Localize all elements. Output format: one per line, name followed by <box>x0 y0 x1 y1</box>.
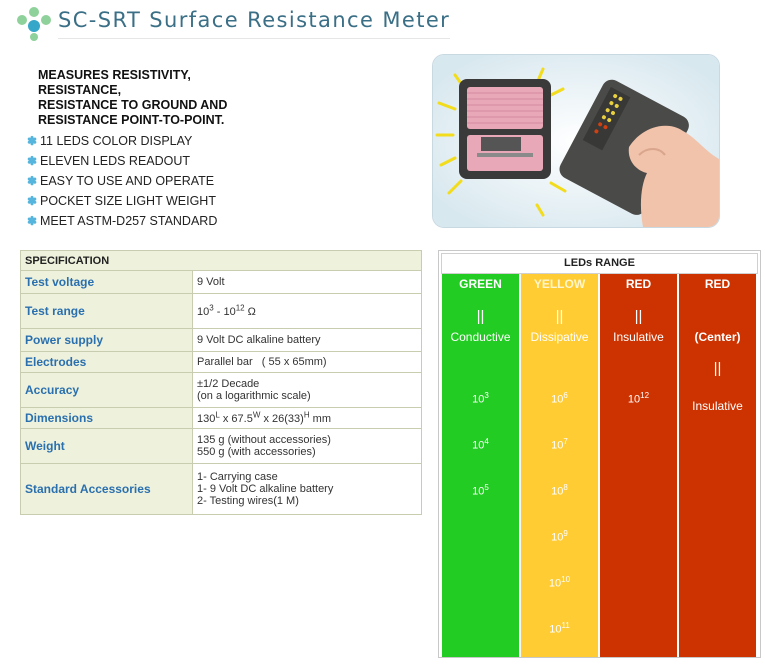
leds-range-panel: LEDs RANGE GREEN || Conductive 103 104 105… <box>438 250 761 658</box>
spec-value-line: 2- Testing wires(1 M) <box>197 495 299 507</box>
led-column-label: Conductive <box>450 330 511 344</box>
spec-value-line: ±1/2 Decade <box>197 378 260 390</box>
snowflake-bullet-icon: ✽ <box>26 174 38 188</box>
snowflake-bullet-icon: ✽ <box>26 154 38 168</box>
spec-row-electrodes: Electrodes Parallel bar ( 55 x 65mm) <box>21 352 421 372</box>
led-range-value: 105 <box>472 483 489 498</box>
intro-line: RESISTANCE POINT-TO-POINT. <box>38 113 225 127</box>
led-column-pipe: || <box>713 360 722 377</box>
feature-label: EASY TO USE AND OPERATE <box>40 174 215 188</box>
spec-value-line: 1- Carrying case <box>197 471 278 483</box>
spec-label: Test range <box>21 294 192 328</box>
feature-item: ✽ 11 LEDS COLOR DISPLAY <box>24 131 217 151</box>
led-range-value: 1012 <box>627 391 650 406</box>
led-column-pipe: || <box>555 308 564 325</box>
led-column-name: RED <box>704 277 731 291</box>
feature-item: ✽ POCKET SIZE LIGHT WEIGHT <box>24 191 217 211</box>
spec-value-line: 135 g (without accessories) <box>197 434 331 446</box>
led-column-name: GREEN <box>459 277 502 291</box>
spec-label: Weight <box>21 429 192 463</box>
spec-row-accuracy: Accuracy ±1/2 Decade (on a logarithmic s… <box>21 373 421 407</box>
led-column-sublabel: Insulative <box>692 399 743 413</box>
spec-row-standard-accessories: Standard Accessories 1- Carrying case 1-… <box>21 464 421 514</box>
led-range-value: 109 <box>551 529 568 544</box>
spec-row-weight: Weight 135 g (without accessories) 550 g… <box>21 429 421 463</box>
spec-heading: SPECIFICATION <box>21 251 421 270</box>
snowflake-bullet-icon: ✽ <box>26 134 38 148</box>
spec-label: Accuracy <box>21 373 192 407</box>
title-divider <box>58 38 450 39</box>
led-range-value: 107 <box>551 437 568 452</box>
spec-row-power-supply: Power supply 9 Volt DC alkaline battery <box>21 329 421 351</box>
spec-row-test-range: Test range 103 - 1012 Ω <box>21 294 421 328</box>
led-column-label: Insulative <box>613 330 664 344</box>
spec-value: 9 Volt <box>193 271 421 293</box>
spec-value: ±1/2 Decade (on a logarithmic scale) <box>193 373 421 407</box>
intro-line: MEASURES RESISTIVITY, <box>38 68 191 82</box>
led-column-label: (Center) <box>694 330 741 344</box>
led-range-value: 108 <box>551 483 568 498</box>
feature-item: ✽ ELEVEN LEDS READOUT <box>24 151 217 171</box>
spec-value-line: 550 g (with accessories) <box>197 446 316 458</box>
spec-value-line: 1- 9 Volt DC alkaline battery <box>197 483 334 495</box>
feature-item: ✽ EASY TO USE AND OPERATE <box>24 171 217 191</box>
spec-value-line: 9 Volt <box>197 276 225 288</box>
spec-label: Test voltage <box>21 271 192 293</box>
spec-value: 135 g (without accessories) 550 g (with … <box>193 429 421 463</box>
product-photo <box>432 54 720 228</box>
led-range-value: 103 <box>472 391 489 406</box>
led-range-value: 106 <box>551 391 568 406</box>
feature-list: ✽ 11 LEDS COLOR DISPLAY ✽ ELEVEN LEDS READ… <box>24 131 217 231</box>
intro-line: RESISTANCE, <box>38 83 122 97</box>
snowflake-bullet-icon: ✽ <box>26 214 38 228</box>
spec-value-line: Parallel bar ( 55 x 65mm) <box>197 356 327 368</box>
snowflake-bullet-icon: ✽ <box>26 194 38 208</box>
led-range-value: 1011 <box>549 621 570 636</box>
spec-row-test-voltage: Test voltage 9 Volt <box>21 271 421 293</box>
spec-value: 130L x 67.5W x 26(33)H mm <box>193 408 421 428</box>
feature-label: 11 LEDS COLOR DISPLAY <box>40 134 193 148</box>
product-illustration <box>433 55 719 227</box>
spec-value: 103 - 1012 Ω <box>193 294 421 328</box>
intro-text: MEASURES RESISTIVITY, RESISTANCE, RESIST… <box>38 68 227 128</box>
feature-label: ELEVEN LEDS READOUT <box>40 154 191 168</box>
spec-row-dimensions: Dimensions 130L x 67.5W x 26(33)H mm <box>21 408 421 428</box>
led-column-pipe: || <box>476 308 485 325</box>
spec-value: 1- Carrying case 1- 9 Volt DC alkaline b… <box>193 464 421 514</box>
feature-item: ✽ MEET ASTM-D257 STANDARD <box>24 211 217 231</box>
led-column-red-center: RED (Center) || Insulative <box>679 274 756 657</box>
feature-label: POCKET SIZE LIGHT WEIGHT <box>40 194 216 208</box>
spec-label: Standard Accessories <box>21 464 192 514</box>
page-title: SC-SRT Surface Resistance Meter <box>58 8 451 32</box>
spec-label: Power supply <box>21 329 192 351</box>
intro-line: RESISTANCE TO GROUND AND <box>38 98 228 112</box>
leds-range-title: LEDs RANGE <box>441 253 758 274</box>
specification-table: SPECIFICATION Test voltage 9 Volt Test r… <box>20 250 422 515</box>
led-column-label: Dissipative <box>530 330 589 344</box>
led-column-name: RED <box>625 277 652 291</box>
led-column-pipe: || <box>634 308 643 325</box>
led-range-value: 104 <box>472 437 489 452</box>
spec-label: Dimensions <box>21 408 192 428</box>
led-column-green: GREEN || Conductive 103 104 105 <box>442 274 519 657</box>
led-column-yellow: YELLOW || Dissipative 106 107 108 109 1010 10… <box>521 274 598 657</box>
spec-header-row: SPECIFICATION <box>21 251 421 270</box>
spec-value: Parallel bar ( 55 x 65mm) <box>193 352 421 372</box>
spec-value-line: (on a logarithmic scale) <box>197 390 311 402</box>
spec-value-line: 9 Volt DC alkaline battery <box>197 334 321 346</box>
led-column-name: YELLOW <box>533 277 586 291</box>
spec-value-line: 130L x 67.5W x 26(33)H mm <box>197 410 331 426</box>
led-column-red-insulative: RED || Insulative 1012 <box>600 274 677 657</box>
spec-value-line: 103 - 1012 Ω <box>197 303 256 319</box>
feature-label: MEET ASTM-D257 STANDARD <box>40 214 218 228</box>
led-range-value: 1010 <box>548 575 571 590</box>
spec-label: Electrodes <box>21 352 192 372</box>
spec-value: 9 Volt DC alkaline battery <box>193 329 421 351</box>
logo-dots-icon <box>17 7 51 41</box>
